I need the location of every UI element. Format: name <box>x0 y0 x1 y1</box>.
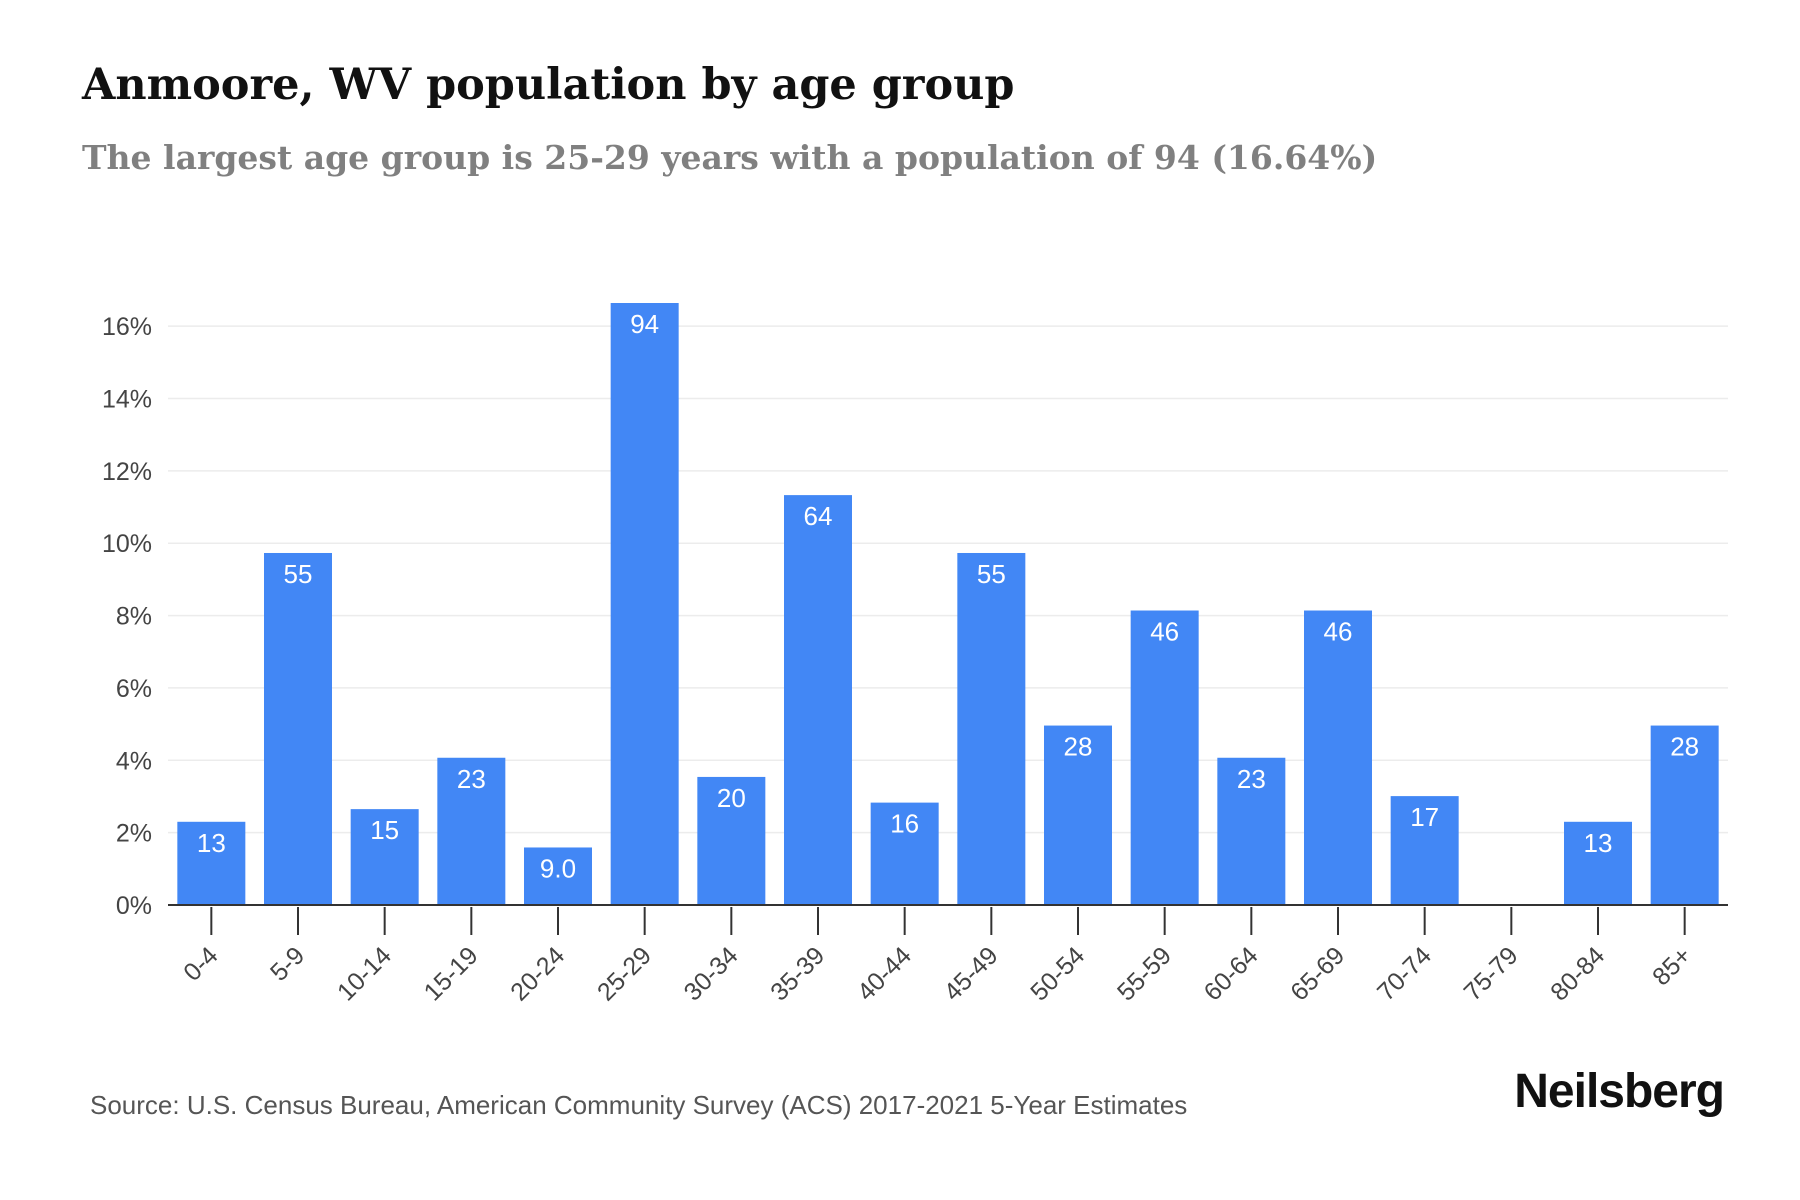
chart-title: Anmoore, WV population by age group <box>82 60 1015 110</box>
data-label: 23 <box>457 764 486 794</box>
data-label: 28 <box>1670 732 1699 762</box>
x-tick-label: 0-4 <box>178 941 223 986</box>
x-tick-label: 35-39 <box>765 941 830 1006</box>
data-label: 28 <box>1064 732 1093 762</box>
bar-10-14[interactable] <box>350 809 419 905</box>
bar-85+[interactable] <box>1650 725 1719 905</box>
x-tick-label: 10-14 <box>332 941 397 1006</box>
data-labels: 13 55 15 23 9.0 94 20 64 16 55 28 46 23 46 17 13 28 <box>197 309 1699 883</box>
bar-50-54[interactable] <box>1044 725 1112 905</box>
x-tick-label: 50-54 <box>1025 941 1090 1006</box>
data-label: 15 <box>370 815 399 845</box>
x-tick-label: 60-64 <box>1199 941 1264 1006</box>
data-label: 17 <box>1410 802 1439 832</box>
bar-0-4[interactable] <box>177 821 246 905</box>
y-tick-label: 14% <box>102 386 152 414</box>
bar-70-74[interactable] <box>1390 796 1459 905</box>
bar-55-59[interactable] <box>1130 610 1199 905</box>
source-note: Source: U.S. Census Bureau, American Com… <box>90 1090 1188 1120</box>
y-tick-label: 4% <box>116 747 152 775</box>
gridlines <box>168 325 1728 834</box>
bar-15-19[interactable] <box>437 757 506 905</box>
data-label: 55 <box>977 559 1006 589</box>
bar-5-9[interactable] <box>264 552 332 905</box>
y-tick-label: 12% <box>102 458 152 486</box>
x-tick-label: 75-79 <box>1459 941 1524 1006</box>
x-tick-label: 40-44 <box>852 941 917 1006</box>
x-tick-label: 85+ <box>1647 941 1697 991</box>
bar-65-69[interactable] <box>1304 610 1372 905</box>
bar-30-34[interactable] <box>697 776 766 905</box>
x-tick-label: 30-34 <box>679 941 744 1006</box>
neilsberg-logo: Neilsberg <box>1514 1065 1725 1118</box>
data-label: 23 <box>1237 764 1266 794</box>
bar-35-39[interactable] <box>784 495 852 905</box>
bar-80-84[interactable] <box>1564 821 1632 905</box>
bars <box>177 303 1719 905</box>
data-label: 64 <box>804 501 833 531</box>
data-label: 20 <box>717 783 746 813</box>
x-tick-label: 25-29 <box>592 941 657 1006</box>
data-label: 46 <box>1150 617 1179 647</box>
y-tick-label: 0% <box>116 892 152 920</box>
data-label: 9.0 <box>540 853 576 883</box>
y-tick-label: 2% <box>116 820 152 848</box>
bar-20-24[interactable] <box>524 847 592 905</box>
y-tick-label: 10% <box>102 530 152 558</box>
x-tick-label: 80-84 <box>1545 941 1610 1006</box>
x-tick-label: 20-24 <box>505 941 570 1006</box>
bar-60-64[interactable] <box>1217 757 1286 905</box>
data-label: 94 <box>630 309 659 339</box>
bar-45-49[interactable] <box>957 552 1026 905</box>
bar-25-29[interactable] <box>610 303 679 905</box>
data-label: 46 <box>1324 617 1353 647</box>
x-tick-label: 65-69 <box>1285 941 1350 1006</box>
chart-subtitle: The largest age group is 25-29 years wit… <box>82 138 1378 177</box>
x-tick-label: 45-49 <box>939 941 1004 1006</box>
x-tick-label: 15-19 <box>419 941 484 1006</box>
x-tick-label: 70-74 <box>1372 941 1437 1006</box>
data-label: 13 <box>1584 828 1613 858</box>
bar-chart: 13 55 15 23 9.0 94 20 64 16 55 28 46 23 46 17 13 28 0% 2%… <box>102 303 1728 1006</box>
data-label: 13 <box>197 828 226 858</box>
x-tick-label: 55-59 <box>1112 941 1177 1006</box>
bar-40-44[interactable] <box>870 802 939 905</box>
data-label: 55 <box>284 559 313 589</box>
x-tick-label: 5-9 <box>265 941 310 986</box>
y-tick-label: 8% <box>116 603 152 631</box>
y-tick-label: 6% <box>116 675 152 703</box>
y-tick-label: 16% <box>102 313 152 341</box>
data-label: 16 <box>890 809 919 839</box>
